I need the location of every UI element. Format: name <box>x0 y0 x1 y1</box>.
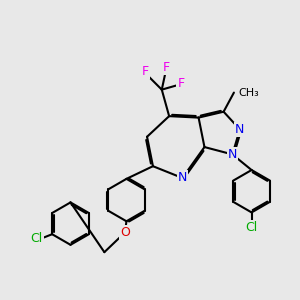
Text: Cl: Cl <box>245 220 258 234</box>
Text: CH₃: CH₃ <box>238 88 259 98</box>
Text: N: N <box>228 148 237 161</box>
Text: O: O <box>120 226 130 239</box>
Text: N: N <box>178 172 187 184</box>
Text: Cl: Cl <box>30 232 43 245</box>
Text: N: N <box>235 123 244 136</box>
Text: F: F <box>142 65 149 79</box>
Text: F: F <box>177 77 184 90</box>
Text: F: F <box>163 61 170 74</box>
